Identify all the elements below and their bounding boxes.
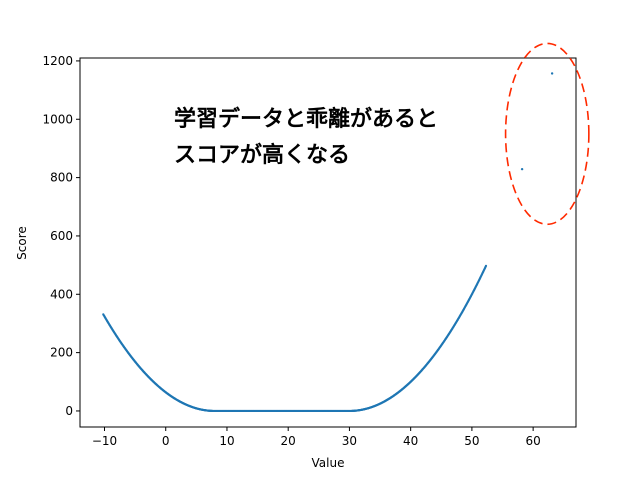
x-tick-label: −10 bbox=[92, 434, 117, 448]
annotation-line-2: スコアが高くなる bbox=[174, 142, 350, 168]
outlier-highlight-ellipse bbox=[504, 42, 590, 226]
outlier-point bbox=[520, 167, 524, 171]
x-tick-label: 60 bbox=[525, 434, 540, 448]
x-tick-label: 20 bbox=[281, 434, 296, 448]
x-tick-label: 50 bbox=[464, 434, 479, 448]
y-tick-label: 1200 bbox=[42, 54, 73, 68]
y-tick-label: 600 bbox=[50, 229, 73, 243]
annotation-line-1: 学習データと乖離があると bbox=[174, 106, 438, 132]
x-tick-label: 0 bbox=[162, 434, 170, 448]
y-tick-label: 800 bbox=[50, 171, 73, 185]
y-tick-label: 400 bbox=[50, 287, 73, 301]
plot-frame bbox=[79, 57, 577, 428]
y-tick-label: 200 bbox=[50, 346, 73, 360]
y-axis-title: Score bbox=[15, 226, 29, 260]
scatter-point bbox=[484, 264, 488, 267]
y-tick-label: 1000 bbox=[42, 112, 73, 126]
plot-layer bbox=[102, 72, 554, 413]
x-tick-label: 10 bbox=[219, 434, 234, 448]
x-axis-title: Value bbox=[312, 456, 345, 470]
x-tick-label: 40 bbox=[403, 434, 418, 448]
y-tick-label: 0 bbox=[65, 404, 73, 418]
x-tick-label: 30 bbox=[342, 434, 357, 448]
outlier-point bbox=[550, 72, 554, 75]
